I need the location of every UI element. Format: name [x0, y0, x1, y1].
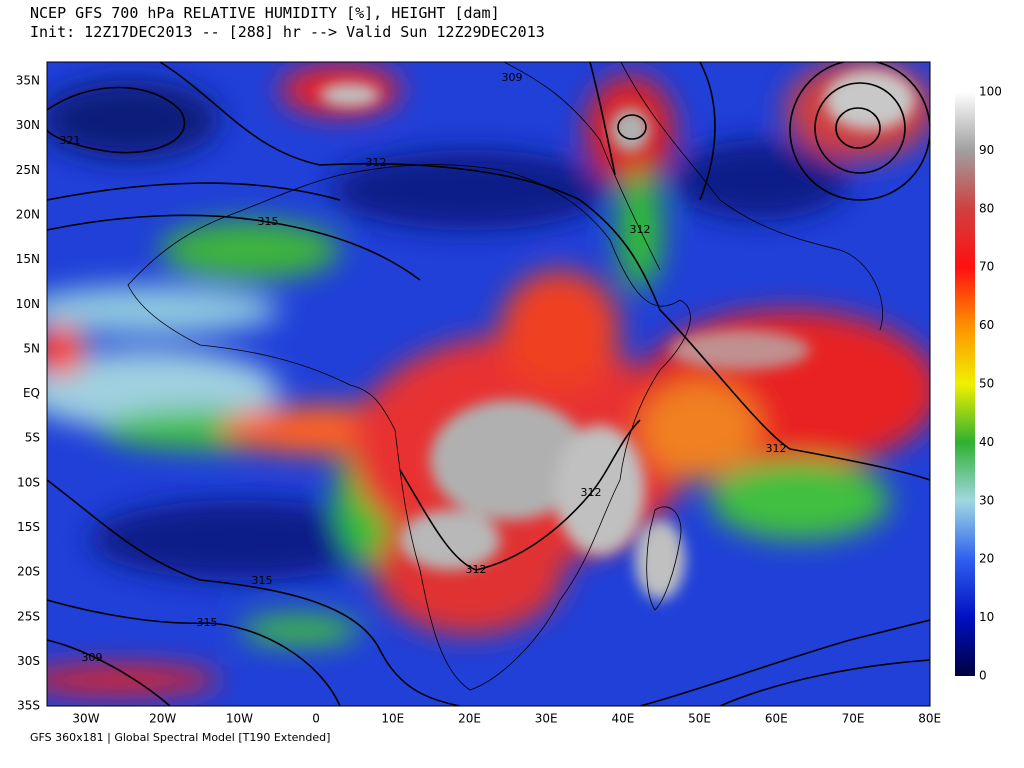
lat-label: 10N [16, 297, 40, 311]
colorbar-label: 60 [979, 318, 994, 332]
colorbar-label: 20 [979, 552, 994, 566]
lat-label: 30N [16, 118, 40, 132]
lat-label: 15S [17, 520, 40, 534]
contour-label: 315 [197, 616, 218, 629]
colorbar-label: 50 [979, 377, 994, 391]
lon-label: 20W [149, 712, 176, 726]
colorbar-label: 10 [979, 610, 994, 624]
colorbar-label: 30 [979, 493, 994, 507]
contour-label: 312 [581, 486, 602, 499]
lat-label: 10S [17, 475, 40, 489]
colorbar-label: 100 [979, 85, 1002, 99]
colorbar-label: 90 [979, 143, 994, 157]
colorbar-label: 70 [979, 260, 994, 274]
height-contours [47, 62, 930, 706]
title: NCEP GFS 700 hPa RELATIVE HUMIDITY [%], … [30, 4, 500, 22]
lat-label: 5S [25, 431, 40, 445]
lon-label: 20E [458, 712, 481, 726]
contour-label: 312 [630, 223, 651, 236]
lat-label: 5N [23, 341, 40, 355]
lon-label: 80E [918, 712, 941, 726]
lat-label: 20S [17, 565, 40, 579]
lon-label: 10E [381, 712, 404, 726]
lon-label: 30E [535, 712, 558, 726]
lon-label: 10W [226, 712, 253, 726]
colorbar-label: 0 [979, 669, 987, 683]
colorbar [955, 92, 975, 676]
colorbar-labels: 0 10 20 30 40 50 60 70 80 90 100 [979, 85, 1002, 683]
lat-labels: 35N 30N 25N 20N 15N 10N 5N EQ 5S 10S 15S 20S 25S 30S 3… [16, 74, 40, 713]
contour-label: 312 [766, 442, 787, 455]
lat-label: 25N [16, 163, 40, 177]
coastlines [127, 62, 883, 691]
lon-label: 40E [611, 712, 634, 726]
map-frame [46, 61, 931, 707]
lat-label: 15N [16, 252, 40, 266]
contour-labels: 309 312 321 315 312 312 312 312 315 315 309 [60, 71, 787, 664]
colorbar-label: 80 [979, 201, 994, 215]
contour-label: 321 [60, 134, 81, 147]
lon-label: 70E [842, 712, 865, 726]
subtitle: Init: 12Z17DEC2013 -- [288] hr --> Valid… [30, 23, 545, 41]
lat-label: 25S [17, 609, 40, 623]
lon-label: 60E [765, 712, 788, 726]
lat-label: 30S [17, 654, 40, 668]
colorbar-label: 40 [979, 435, 994, 449]
lat-label: EQ [23, 386, 40, 400]
contour-label: 312 [366, 156, 387, 169]
lat-label: 20N [16, 207, 40, 221]
lat-label: 35N [16, 74, 40, 88]
lon-label: 50E [688, 712, 711, 726]
contour-label: 312 [466, 563, 487, 576]
lon-labels: 30W 20W 10W 0 10E 20E 30E 40E 50E 60E 70E 80E [72, 712, 941, 726]
humidity-field [47, 62, 930, 706]
contour-label: 315 [258, 215, 279, 228]
contour-label: 309 [502, 71, 523, 84]
lon-label: 30W [72, 712, 99, 726]
contour-label: 309 [82, 651, 103, 664]
lat-label: 35S [17, 699, 40, 713]
contour-label: 315 [252, 574, 273, 587]
lon-label: 0 [312, 712, 320, 726]
footer: GFS 360x181 | Global Spectral Model [T19… [30, 731, 330, 744]
